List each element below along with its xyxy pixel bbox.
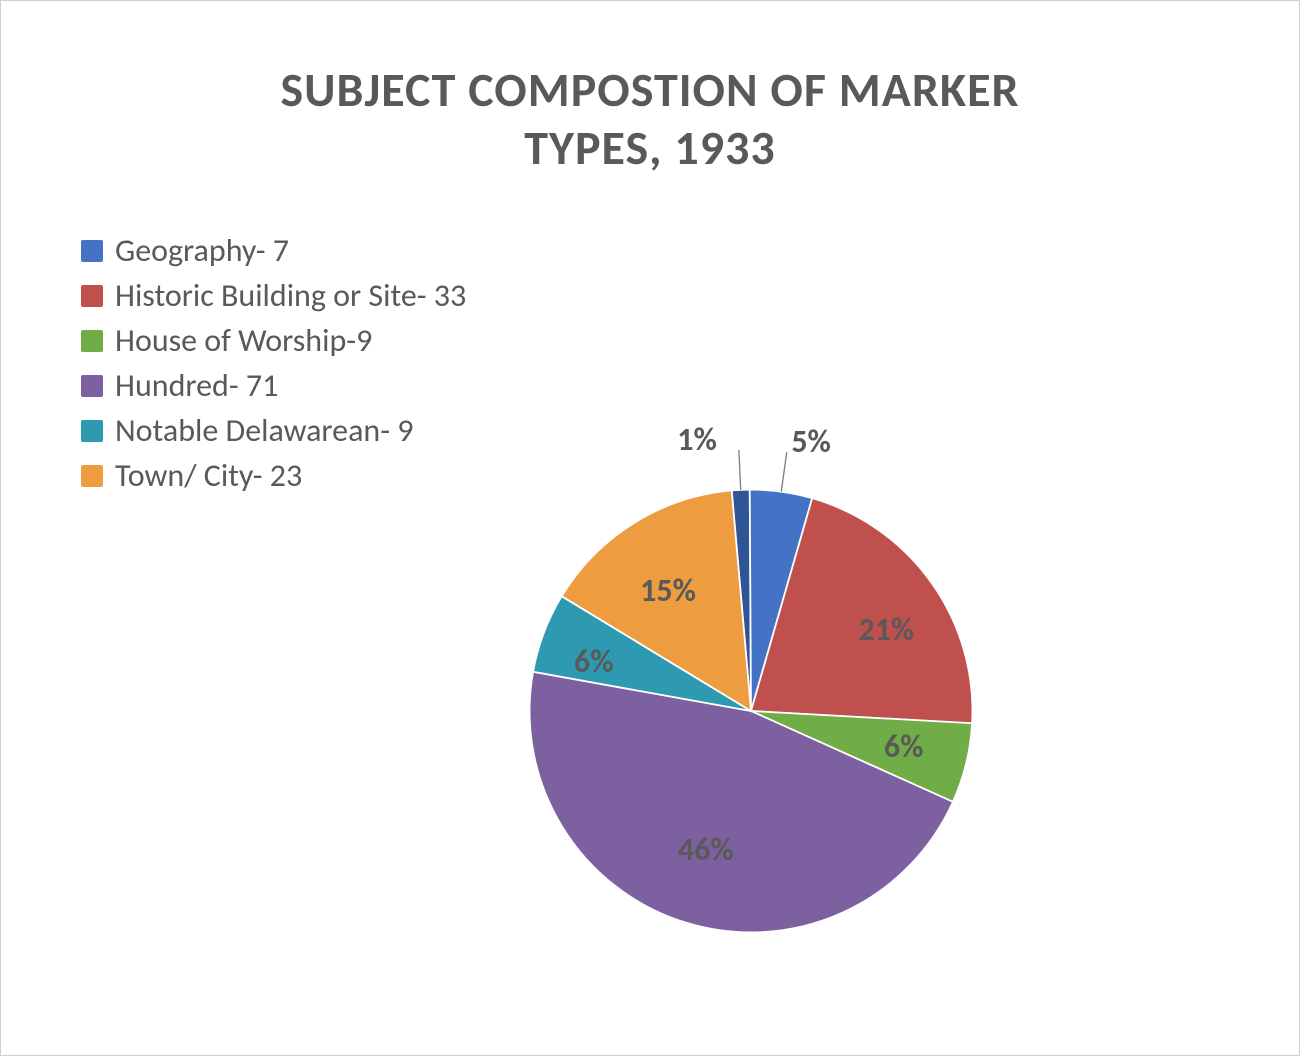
slice-percent-label: 6% [574,642,614,681]
chart-title-line1: SUBJECT COMPOSTION OF MARKER [280,60,1019,119]
legend-swatch [81,465,103,487]
leader-line [781,452,786,491]
legend-swatch [81,285,103,307]
slice-percent-label: 1% [677,420,717,459]
slice-percent-label: 15% [640,571,696,610]
legend-item: Geography- 7 [81,231,466,270]
legend-label: Historic Building or Site- 33 [115,276,466,315]
legend-swatch [81,420,103,442]
legend-swatch [81,240,103,262]
pie-chart: 1% 5% 21% 6% 46% 6% 15% [401,401,1101,1021]
legend-label: Notable Delawarean- 9 [115,411,413,450]
chart-container: SUBJECT COMPOSTION OF MARKER TYPES, 1933… [0,0,1300,1056]
legend-item: Historic Building or Site- 33 [81,276,466,315]
legend-swatch [81,330,103,352]
legend-swatch [81,375,103,397]
leader-line [739,450,741,490]
pie-chart-svg [401,401,1101,1021]
legend-label: Town/ City- 23 [115,456,302,495]
legend-item: House of Worship-9 [81,321,466,360]
legend-label: Hundred- 71 [115,366,278,405]
slice-percent-label: 21% [858,610,914,649]
chart-title-line2: TYPES, 1933 [524,118,775,177]
slice-percent-label: 6% [884,727,924,766]
chart-title: SUBJECT COMPOSTION OF MARKER TYPES, 1933 [61,61,1239,176]
legend-label: Geography- 7 [115,231,289,270]
slice-percent-label: 5% [791,422,831,461]
slice-percent-label: 46% [678,830,734,869]
legend-item: Hundred- 71 [81,366,466,405]
legend-label: House of Worship-9 [115,321,372,360]
